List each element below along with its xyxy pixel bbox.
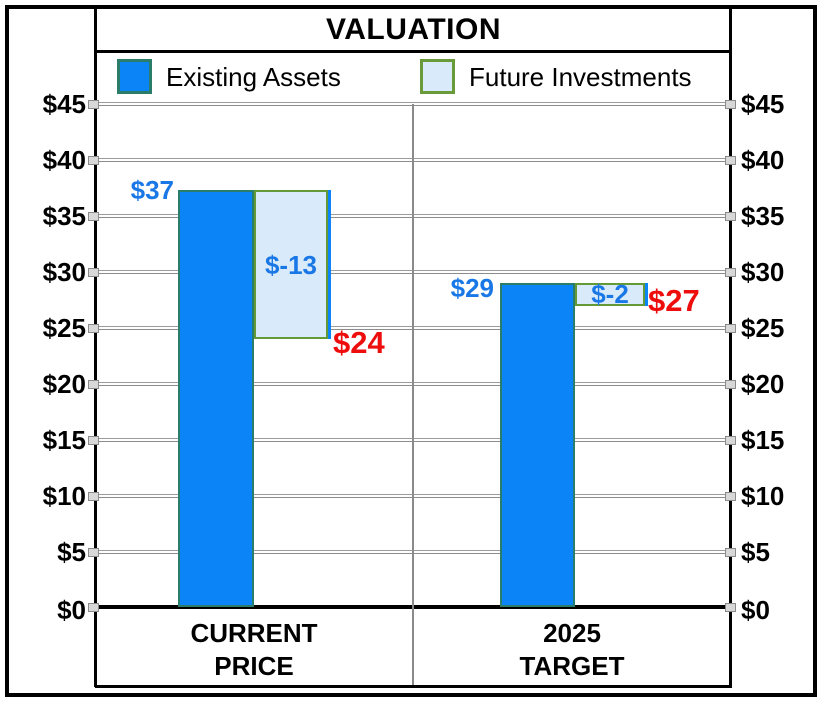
y-tick-right-45: $45 bbox=[741, 89, 785, 119]
bar-current-price-future-investments bbox=[254, 190, 328, 339]
legend-label-existing-assets: Existing Assets bbox=[166, 62, 341, 92]
value-label-target-future: $-2 bbox=[591, 279, 629, 309]
y-tick-left-25: $25 bbox=[42, 313, 86, 343]
legend-label-future-investments: Future Investments bbox=[469, 62, 692, 92]
category-label-line: PRICE bbox=[214, 651, 294, 681]
legend-swatch-future-investments bbox=[420, 59, 455, 94]
plot-left-boundary bbox=[94, 9, 97, 687]
y-tick-right-35: $35 bbox=[741, 201, 785, 231]
y-tick-left-30: $30 bbox=[42, 257, 86, 287]
y-tick-left-10: $10 bbox=[42, 481, 86, 511]
y-tick-right-30: $30 bbox=[741, 257, 785, 287]
category-divider-line bbox=[412, 104, 414, 687]
category-label-2025-target: 2025 TARGET bbox=[414, 617, 730, 683]
gridline-cap bbox=[725, 436, 736, 445]
total-label-target: $27 bbox=[648, 283, 700, 318]
gridline-cap bbox=[88, 436, 99, 445]
category-label-line: CURRENT bbox=[190, 618, 318, 648]
gridline-cap bbox=[88, 268, 99, 277]
y-tick-right-40: $40 bbox=[741, 145, 785, 175]
value-label-current-future: $-13 bbox=[264, 250, 318, 280]
category-label-line: 2025 bbox=[543, 618, 601, 648]
bar-2025-target-future-investments bbox=[575, 283, 645, 306]
category-label-current-price: CURRENT PRICE bbox=[95, 617, 413, 683]
gridline-cap bbox=[88, 603, 99, 612]
gridline-cap bbox=[725, 324, 736, 333]
y-tick-left-5: $5 bbox=[57, 537, 86, 567]
total-label-current: $24 bbox=[333, 325, 385, 360]
y-tick-right-15: $15 bbox=[741, 425, 785, 455]
gridline-cap bbox=[88, 212, 99, 221]
y-tick-left-40: $40 bbox=[42, 145, 86, 175]
value-label-current-existing: $37 bbox=[130, 175, 174, 205]
gridline-cap bbox=[88, 156, 99, 165]
value-label-target-existing: $29 bbox=[450, 273, 494, 303]
gridline-cap bbox=[725, 380, 736, 389]
gridline-cap bbox=[725, 268, 736, 277]
gridline-cap bbox=[725, 100, 736, 109]
category-bottom-line bbox=[95, 685, 732, 688]
y-tick-right-20: $20 bbox=[741, 369, 785, 399]
gridline-cap bbox=[88, 324, 99, 333]
y-tick-right-5: $5 bbox=[741, 537, 770, 567]
y-tick-right-10: $10 bbox=[741, 481, 785, 511]
gridline-cap bbox=[725, 212, 736, 221]
gridline-cap bbox=[725, 548, 736, 557]
y-tick-right-0: $0 bbox=[741, 595, 770, 625]
category-label-line: TARGET bbox=[519, 651, 625, 681]
y-tick-right-25: $25 bbox=[741, 313, 785, 343]
plot-right-boundary bbox=[729, 9, 732, 687]
gridline-cap bbox=[88, 100, 99, 109]
chart-title: VALUATION bbox=[325, 13, 502, 46]
bar-current-price-existing-assets bbox=[178, 190, 254, 607]
y-tick-left-35: $35 bbox=[42, 201, 86, 231]
chart-outer-frame bbox=[5, 5, 817, 697]
y-tick-left-45: $45 bbox=[42, 89, 86, 119]
gridline-cap bbox=[88, 492, 99, 501]
y-tick-left-0: $0 bbox=[57, 595, 86, 625]
y-tick-left-15: $15 bbox=[42, 425, 86, 455]
gridline-cap bbox=[725, 603, 736, 612]
bar-2025-target-existing-assets bbox=[500, 283, 575, 607]
y-tick-left-20: $20 bbox=[42, 369, 86, 399]
gridline-cap bbox=[725, 492, 736, 501]
gridline-cap bbox=[725, 156, 736, 165]
title-separator-line bbox=[95, 50, 732, 53]
legend-swatch-existing-assets bbox=[117, 59, 152, 94]
gridline-cap bbox=[88, 548, 99, 557]
gridline-cap bbox=[88, 380, 99, 389]
